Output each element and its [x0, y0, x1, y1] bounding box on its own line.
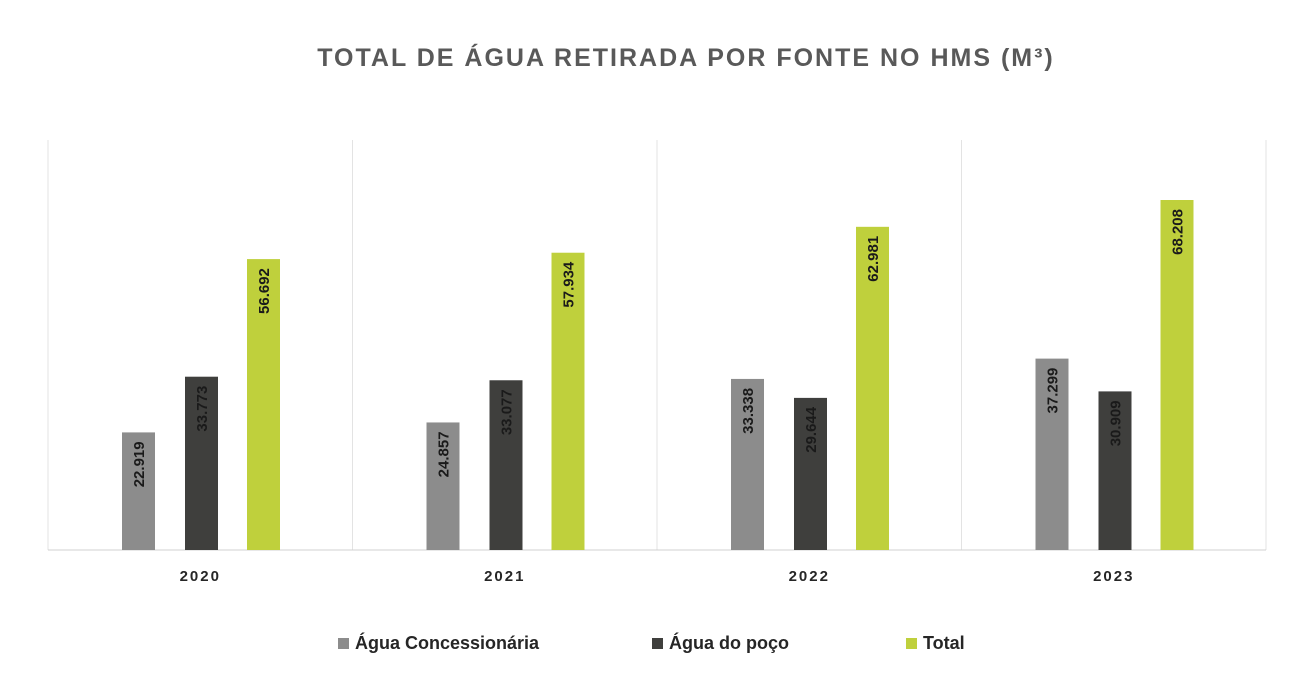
- bar-total-2023: [1160, 200, 1194, 550]
- legend-item-agua-do-poco: Água do poço: [652, 633, 789, 654]
- data-label: 33.338: [740, 388, 757, 434]
- x-tick-label: 2020: [180, 568, 221, 585]
- bar--gua-concession-ria-2021: [426, 422, 460, 550]
- bar--gua-do-po-o-2021: [489, 380, 523, 550]
- chart-title: TOTAL DE ÁGUA RETIRADA POR FONTE NO HMS …: [317, 44, 1055, 72]
- legend-swatch: [652, 638, 663, 649]
- bar--gua-concession-ria-2020: [122, 432, 155, 550]
- data-label: 33.077: [499, 389, 516, 435]
- bar--gua-do-po-o-2022: [794, 397, 827, 550]
- legend-label: Total: [923, 633, 965, 653]
- chart-legend: Água Concessionária Água do poço Total: [0, 633, 1310, 657]
- bar--gua-concession-ria-2023: [1035, 358, 1069, 550]
- bar-total-2020: [247, 259, 280, 550]
- data-label: 29.644: [803, 406, 820, 453]
- bar--gua-do-po-o-2023: [1098, 391, 1132, 550]
- legend-item-total: Total: [906, 633, 965, 654]
- data-label: 62.981: [865, 236, 882, 282]
- legend-label: Água do poço: [669, 633, 789, 653]
- data-label: 30.909: [1108, 400, 1125, 446]
- legend-item-agua-concessionaria: Água Concessionária: [338, 633, 539, 654]
- data-label: 68.208: [1170, 209, 1187, 255]
- bar-total-2022: [856, 226, 889, 550]
- data-label: 37.299: [1045, 368, 1062, 414]
- x-tick-label: 2022: [789, 568, 830, 585]
- data-label: 24.857: [436, 431, 453, 477]
- legend-label: Água Concessionária: [355, 633, 540, 653]
- data-label: 33.773: [194, 386, 211, 432]
- legend-swatch: [338, 638, 349, 649]
- data-label: 56.692: [256, 268, 273, 314]
- x-tick-label: 2023: [1093, 568, 1134, 585]
- data-label: 22.919: [131, 441, 148, 487]
- legend-swatch: [906, 638, 917, 649]
- x-tick-label: 2021: [484, 568, 525, 585]
- data-label: 57.934: [561, 261, 578, 308]
- bar--gua-do-po-o-2020: [185, 376, 218, 550]
- bar--gua-concession-ria-2022: [731, 378, 764, 550]
- bar-total-2021: [551, 252, 585, 551]
